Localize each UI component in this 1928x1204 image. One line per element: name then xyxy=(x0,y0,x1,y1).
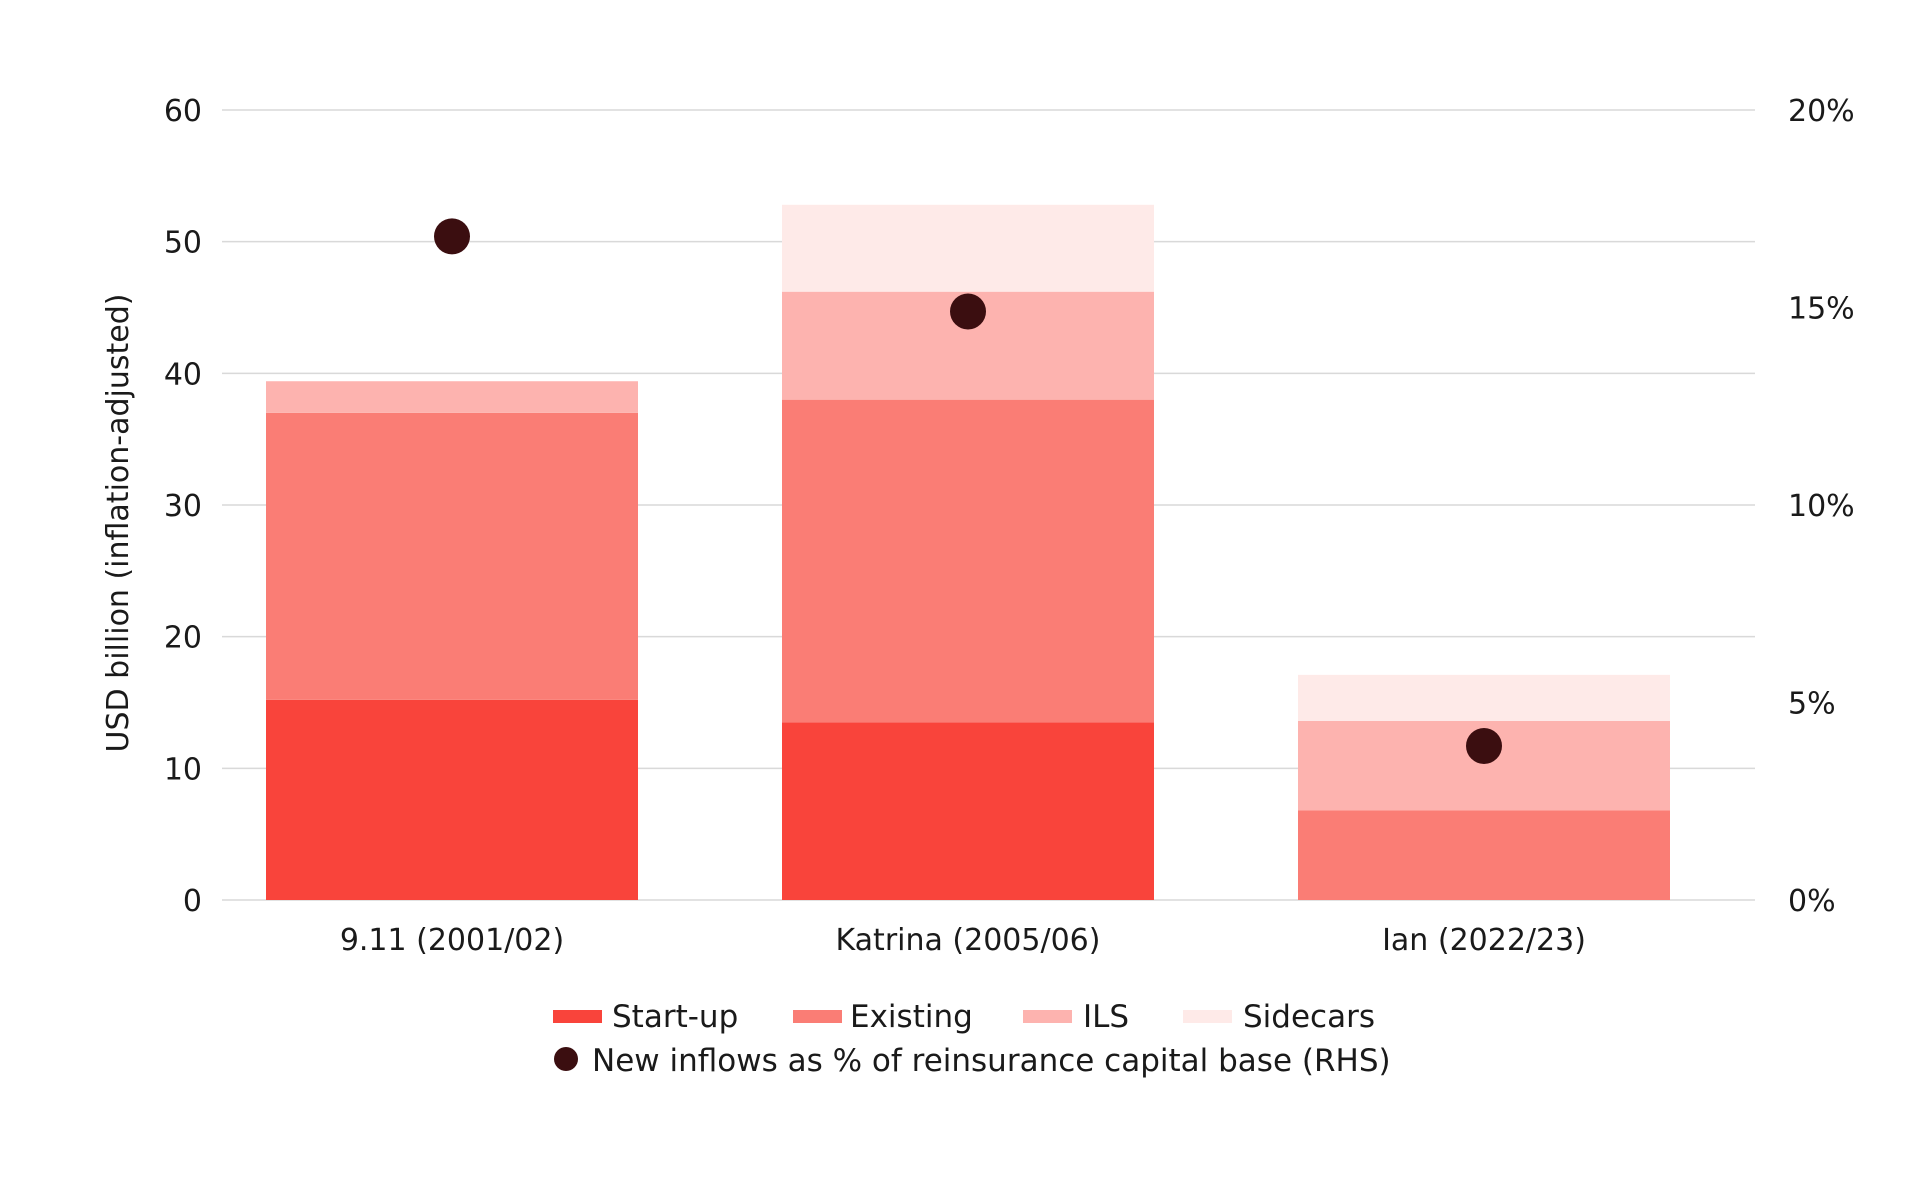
left-tick-label: 30 xyxy=(164,489,202,524)
category-label: 9.11 (2001/02) xyxy=(340,923,564,958)
legend-label: Existing xyxy=(850,999,973,1035)
overlay-point xyxy=(950,293,986,330)
legend-swatch xyxy=(1023,1010,1072,1023)
bar-segment-existing xyxy=(782,399,1154,723)
legend-label: New inflows as % of reinsurance capital … xyxy=(592,1043,1391,1079)
y-axis-label: USD billion (inflation-adjusted) xyxy=(101,294,136,753)
legend-swatch xyxy=(793,1010,842,1023)
overlay-point xyxy=(434,218,470,255)
overlay-points xyxy=(434,218,1502,764)
left-tick-label: 60 xyxy=(164,94,202,129)
left-tick-label: 10 xyxy=(164,752,202,787)
category-labels: 9.11 (2001/02) Katrina (2005/06) Ian (2022… xyxy=(340,923,1586,958)
left-axis-ticks: 0 10 20 30 40 50 60 xyxy=(164,94,202,919)
bars xyxy=(266,204,1670,900)
bar-segment-sidecars xyxy=(1298,674,1670,721)
right-tick-label: 10% xyxy=(1788,489,1855,524)
category-label: Ian (2022/23) xyxy=(1382,923,1586,958)
left-tick-label: 40 xyxy=(164,357,202,392)
right-tick-label: 5% xyxy=(1788,687,1836,722)
overlay-point xyxy=(1466,727,1502,764)
legend-swatch xyxy=(553,1010,602,1023)
bar-segment-ils xyxy=(266,381,638,413)
legend-swatch xyxy=(1183,1010,1232,1023)
legend-label: Start-up xyxy=(612,999,738,1035)
left-tick-label: 0 xyxy=(183,884,202,919)
legend: Start-up Existing ILS Sidecars New inflows a… xyxy=(553,999,1391,1079)
right-tick-label: 20% xyxy=(1788,94,1855,129)
legend-marker xyxy=(554,1047,578,1071)
right-axis-ticks: 0% 5% 10% 15% 20% xyxy=(1788,94,1855,919)
bar-segment-start-up xyxy=(266,699,638,900)
bar-segment-start-up xyxy=(782,722,1154,900)
bar-segment-existing xyxy=(266,412,638,700)
bar-segment-existing xyxy=(1298,810,1670,900)
left-tick-label: 50 xyxy=(164,226,202,261)
legend-label: Sidecars xyxy=(1243,999,1375,1035)
right-tick-label: 15% xyxy=(1788,292,1855,327)
left-tick-label: 20 xyxy=(164,621,202,656)
legend-label: ILS xyxy=(1083,999,1129,1035)
category-label: Katrina (2005/06) xyxy=(836,923,1101,958)
bar-segment-sidecars xyxy=(782,204,1154,292)
right-tick-label: 0% xyxy=(1788,884,1836,919)
